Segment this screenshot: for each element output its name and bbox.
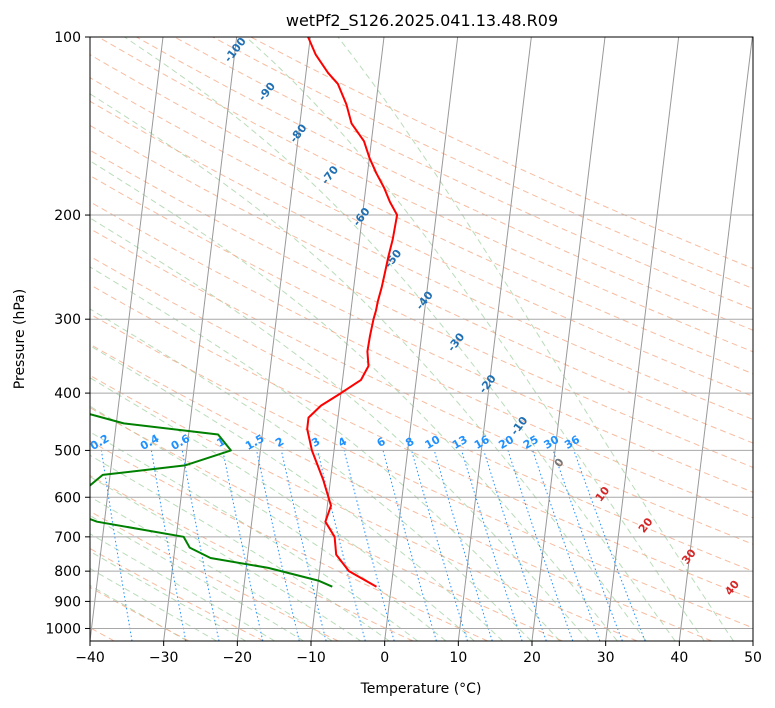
moist-adiabat — [90, 584, 188, 641]
y-tick-label: 900 — [54, 594, 81, 610]
dry-adiabat — [90, 374, 638, 641]
y-tick-label: 1000 — [45, 621, 81, 637]
y-tick-label: 400 — [54, 386, 81, 402]
x-tick-label: 50 — [744, 650, 762, 666]
x-tick-label: 40 — [670, 650, 688, 666]
dry-adiabat — [90, 228, 753, 545]
y-axis: 100 200 300 400 500 600 700 800 900 1000 — [45, 30, 90, 637]
y-tick-label: 200 — [54, 208, 81, 224]
mixing-ratio-line — [433, 450, 493, 641]
isotherm — [752, 636, 753, 641]
mixing-ratio-line — [280, 450, 327, 641]
dry-adiabat — [90, 343, 712, 641]
isotherm — [678, 37, 753, 641]
dry-adiabat — [90, 510, 339, 641]
mixing-ratio-line — [382, 450, 437, 641]
x-tick-label: −20 — [223, 650, 253, 666]
y-tick-label: 700 — [54, 530, 81, 546]
plot-frame — [89, 36, 754, 642]
x-tick-label: 0 — [380, 650, 389, 666]
isotherm — [457, 37, 532, 641]
background-lines — [90, 37, 753, 641]
y-tick-label: 600 — [54, 490, 81, 506]
temperature-line — [306, 37, 399, 588]
moist-adiabat — [90, 567, 217, 641]
mixing-ratio-line — [573, 450, 646, 641]
mixing-ratio-line — [222, 450, 264, 641]
dry-adiabat — [174, 37, 753, 310]
dewpoint-line — [90, 413, 333, 588]
y-tick-label: 300 — [54, 312, 81, 328]
moist-adiabat — [245, 37, 705, 641]
moist-adiabat — [90, 515, 304, 641]
isotherm — [90, 37, 164, 641]
x-tick-label: −30 — [149, 650, 179, 666]
moist-adiabat — [337, 37, 734, 641]
isotherm — [384, 37, 459, 641]
mixing-ratio-line — [461, 450, 523, 641]
dry-adiabat — [90, 313, 753, 629]
moist-adiabat — [124, 37, 676, 641]
mixing-ratio-line — [532, 450, 601, 641]
mixing-ratio-line — [552, 450, 623, 641]
moist-adiabat — [90, 550, 246, 641]
dry-adiabat — [90, 284, 753, 600]
dry-adiabat — [90, 77, 753, 397]
isotherm — [310, 37, 385, 641]
mixing-ratio-line — [256, 450, 300, 641]
y-axis-label: Pressure (hPa) — [12, 289, 28, 389]
x-tick-label: 20 — [523, 650, 541, 666]
dry-adiabat — [90, 54, 753, 375]
chart-title: wetPf2_S126.2025.041.13.48.R09 — [286, 11, 558, 31]
series-lines — [90, 37, 399, 588]
mixing-ratio-line — [100, 450, 133, 641]
y-tick-label: 100 — [54, 30, 81, 46]
mixing-ratio-line — [411, 450, 468, 641]
dry-adiabat — [90, 440, 488, 641]
x-tick-label: −40 — [75, 650, 105, 666]
dry-adiabat — [90, 149, 753, 468]
moist-adiabat — [90, 308, 532, 641]
moist-adiabat — [90, 93, 647, 641]
x-axis-label: Temperature (°C) — [360, 681, 482, 697]
moist-adiabat — [90, 377, 475, 641]
moist-adiabat — [90, 345, 504, 641]
moist-adiabat — [90, 160, 618, 641]
x-axis: −40 −30 −20 −10 0 10 20 30 40 50 — [75, 641, 762, 666]
x-tick-label: 30 — [597, 650, 615, 666]
x-tick-label: −10 — [296, 650, 326, 666]
dry-adiabat — [90, 201, 753, 519]
x-tick-label: 10 — [449, 650, 467, 666]
mixing-ratio-line — [507, 450, 574, 641]
moist-adiabat — [90, 533, 275, 641]
dry-adiabat — [136, 37, 753, 331]
isotherm — [236, 37, 311, 641]
moist-adiabat — [90, 217, 589, 641]
y-tick-label: 500 — [54, 443, 81, 459]
isotherm — [163, 37, 238, 641]
isotherm — [605, 37, 680, 641]
dry-adiabat — [90, 547, 264, 641]
moist-adiabat — [90, 454, 390, 641]
mixing-ratio-line — [343, 450, 395, 641]
isotherm — [531, 37, 606, 641]
mixing-ratio-line — [483, 450, 547, 641]
y-tick-label: 800 — [54, 564, 81, 580]
dry-adiabat — [90, 407, 563, 641]
moist-adiabat — [90, 405, 447, 641]
